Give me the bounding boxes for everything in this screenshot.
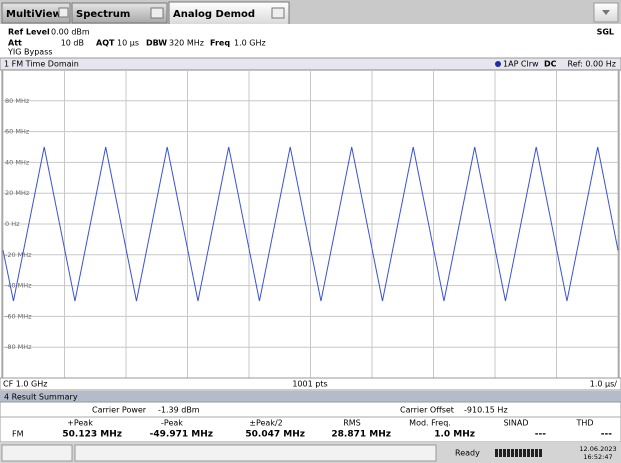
info-value: 10 µs bbox=[117, 39, 139, 48]
summary-value: -910.15 Hz bbox=[464, 406, 508, 415]
tab[interactable] bbox=[71, 2, 168, 24]
info-value: 1.0 GHz bbox=[234, 39, 266, 48]
y-tick-label: 0 Hz bbox=[5, 220, 20, 228]
y-tick-label: -80 MHz bbox=[5, 343, 32, 351]
summary-title: 4 Result Summary bbox=[4, 393, 78, 402]
trace bbox=[2, 146, 619, 302]
coupling: DC bbox=[544, 60, 557, 69]
status-field bbox=[74, 444, 437, 462]
row-label: FM bbox=[12, 430, 24, 439]
table-header: SINAD bbox=[503, 419, 528, 428]
y-tick-label: 40 MHz bbox=[5, 158, 30, 166]
progress-block bbox=[527, 449, 530, 457]
summary-table: +Peak -Peak ±Peak/2 RMS Mod. Freq. SINAD THD FM… bbox=[12, 419, 612, 440]
table-header: ±Peak/2 bbox=[249, 419, 282, 428]
info-value: 0.00 dBm bbox=[51, 28, 90, 37]
trace-info: 1AP Clrw bbox=[503, 60, 539, 69]
progress-block bbox=[499, 449, 502, 457]
table-header: Mod. Freq. bbox=[409, 419, 451, 428]
info-value: YIG Bypass bbox=[7, 48, 53, 57]
y-tick-label: -20 MHz bbox=[5, 251, 32, 259]
progress-block bbox=[539, 449, 542, 457]
tab-close[interactable] bbox=[150, 7, 164, 19]
summary-label: Carrier Offset bbox=[400, 406, 454, 415]
table-header: THD bbox=[575, 419, 593, 428]
summary-label: Carrier Power bbox=[92, 406, 147, 415]
info-value: 320 MHz bbox=[169, 39, 204, 48]
info-bar bbox=[0, 24, 621, 58]
table-cell: --- bbox=[601, 430, 612, 440]
tab-label[interactable]: Spectrum bbox=[76, 9, 130, 20]
progress-block bbox=[523, 449, 526, 457]
footer-center: 1001 pts bbox=[292, 380, 327, 389]
footer-right: 1.0 µs/ bbox=[590, 380, 618, 389]
mode: SGL bbox=[597, 28, 614, 37]
status-field bbox=[1, 444, 73, 462]
menu-arrow bbox=[602, 10, 610, 15]
y-tick-label: 20 MHz bbox=[5, 189, 30, 197]
y-tick-label: -40 MHz bbox=[5, 282, 32, 290]
table-cell: -49.971 MHz bbox=[150, 430, 213, 440]
status-time: 16:52:47 bbox=[583, 453, 612, 461]
tab-icon[interactable] bbox=[58, 7, 69, 18]
progress-block bbox=[495, 449, 498, 457]
status-date: 12.06.2023 bbox=[579, 445, 616, 453]
progress-block bbox=[511, 449, 514, 457]
y-tick-label: -60 MHz bbox=[5, 312, 32, 320]
info-label: AQT bbox=[96, 39, 115, 48]
tab-close[interactable] bbox=[271, 7, 285, 19]
table-cell: 50.123 MHz bbox=[62, 430, 122, 440]
progress-block bbox=[507, 449, 510, 457]
table-cell: --- bbox=[535, 430, 546, 440]
table-cell: 28.871 MHz bbox=[331, 430, 391, 440]
info-label: Freq bbox=[210, 39, 230, 48]
table-cell: 50.047 MHz bbox=[245, 430, 305, 440]
info-value: 10 dB bbox=[61, 39, 84, 48]
y-tick-label: 60 MHz bbox=[5, 128, 30, 136]
y-tick-label: 80 MHz bbox=[5, 97, 30, 105]
trace-dot bbox=[495, 61, 501, 67]
table-header: RMS bbox=[343, 419, 361, 428]
summary-title-bar bbox=[0, 391, 621, 402]
table-header: -Peak bbox=[161, 419, 183, 428]
progress-block bbox=[519, 449, 522, 457]
footer-left: CF 1.0 GHz bbox=[3, 380, 47, 389]
summary-panel bbox=[0, 401, 621, 443]
tab-label[interactable]: Analog Demod bbox=[173, 9, 255, 20]
reference: Ref: 0.00 Hz bbox=[568, 60, 616, 69]
info-label: DBW bbox=[146, 39, 167, 48]
chart-title: 1 FM Time Domain bbox=[4, 60, 79, 69]
table-cell: 1.0 MHz bbox=[434, 430, 475, 440]
status-state: Ready bbox=[455, 449, 480, 458]
progress-block bbox=[535, 449, 538, 457]
progress-block bbox=[503, 449, 506, 457]
tab[interactable] bbox=[1, 2, 71, 24]
chart-footer bbox=[0, 377, 621, 391]
info-label: Att bbox=[8, 39, 22, 48]
table-header: +Peak bbox=[67, 419, 93, 428]
summary-value: -1.39 dBm bbox=[158, 406, 200, 415]
progress-block bbox=[531, 449, 534, 457]
progress-block bbox=[515, 449, 518, 457]
info-label: Ref Level bbox=[8, 28, 50, 37]
plot: 80 MHz 60 MHz 40 MHz 20 MHz 0 Hz -20 MHz -40 M… bbox=[2, 70, 619, 378]
tab-label[interactable]: MultiView bbox=[6, 9, 62, 20]
progress bbox=[495, 449, 542, 457]
